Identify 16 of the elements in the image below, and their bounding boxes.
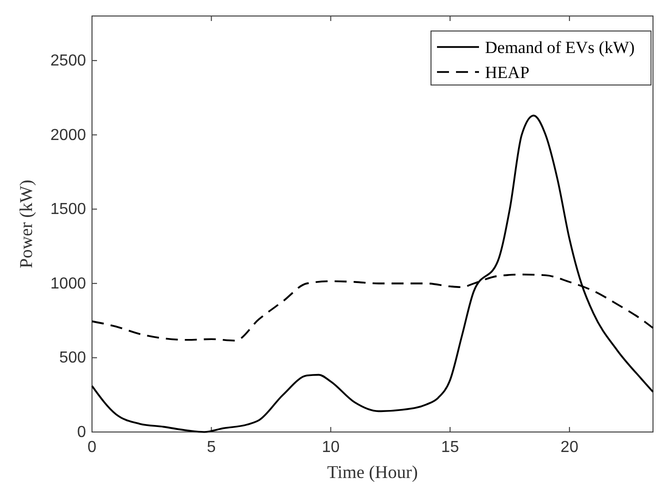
y-tick-label: 1000 (50, 275, 86, 292)
legend-label: HEAP (485, 63, 530, 82)
x-tick-label: 0 (88, 439, 97, 456)
line-series (91, 114, 654, 433)
x-tick-label: 10 (322, 439, 340, 456)
legend-label: Demand of EVs (kW) (485, 38, 635, 57)
y-axis-title: Power (kW) (16, 180, 36, 268)
x-tick-label: 20 (560, 439, 578, 456)
x-tick-label: 5 (206, 439, 216, 456)
y-tick-label: 500 (59, 350, 86, 367)
x-tick-label: 15 (441, 439, 460, 456)
y-tick-label: 2500 (50, 52, 86, 70)
y-tick-label: 1500 (50, 201, 86, 218)
x-axis-title: Time (Hour) (327, 462, 418, 482)
y-tick-label: 2000 (50, 126, 86, 144)
y-tick-label: 0 (77, 424, 86, 441)
